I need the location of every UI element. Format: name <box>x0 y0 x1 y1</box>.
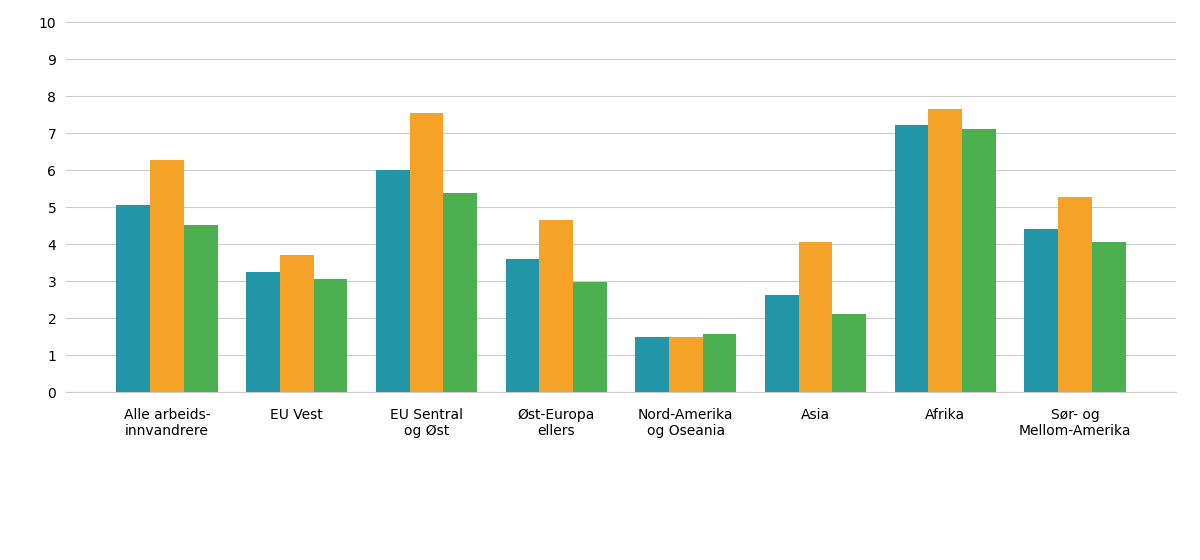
Bar <box>313 278 347 392</box>
Bar <box>1092 241 1126 392</box>
Bar <box>1058 197 1092 392</box>
Bar <box>764 295 799 392</box>
Bar <box>150 160 184 392</box>
Bar <box>539 220 574 392</box>
Bar <box>116 206 150 392</box>
Bar <box>376 170 409 392</box>
Bar <box>668 337 703 392</box>
Bar <box>833 314 866 392</box>
Bar <box>246 272 280 392</box>
Bar <box>443 193 478 392</box>
Bar <box>929 109 962 392</box>
Bar <box>895 125 929 392</box>
Bar <box>184 225 217 392</box>
Bar <box>962 129 996 392</box>
Bar <box>409 113 443 392</box>
Bar <box>703 334 737 392</box>
Bar <box>280 254 313 392</box>
Bar <box>799 241 833 392</box>
Bar <box>505 259 539 392</box>
Bar <box>1025 228 1058 392</box>
Bar <box>635 337 668 392</box>
Bar <box>574 282 607 392</box>
